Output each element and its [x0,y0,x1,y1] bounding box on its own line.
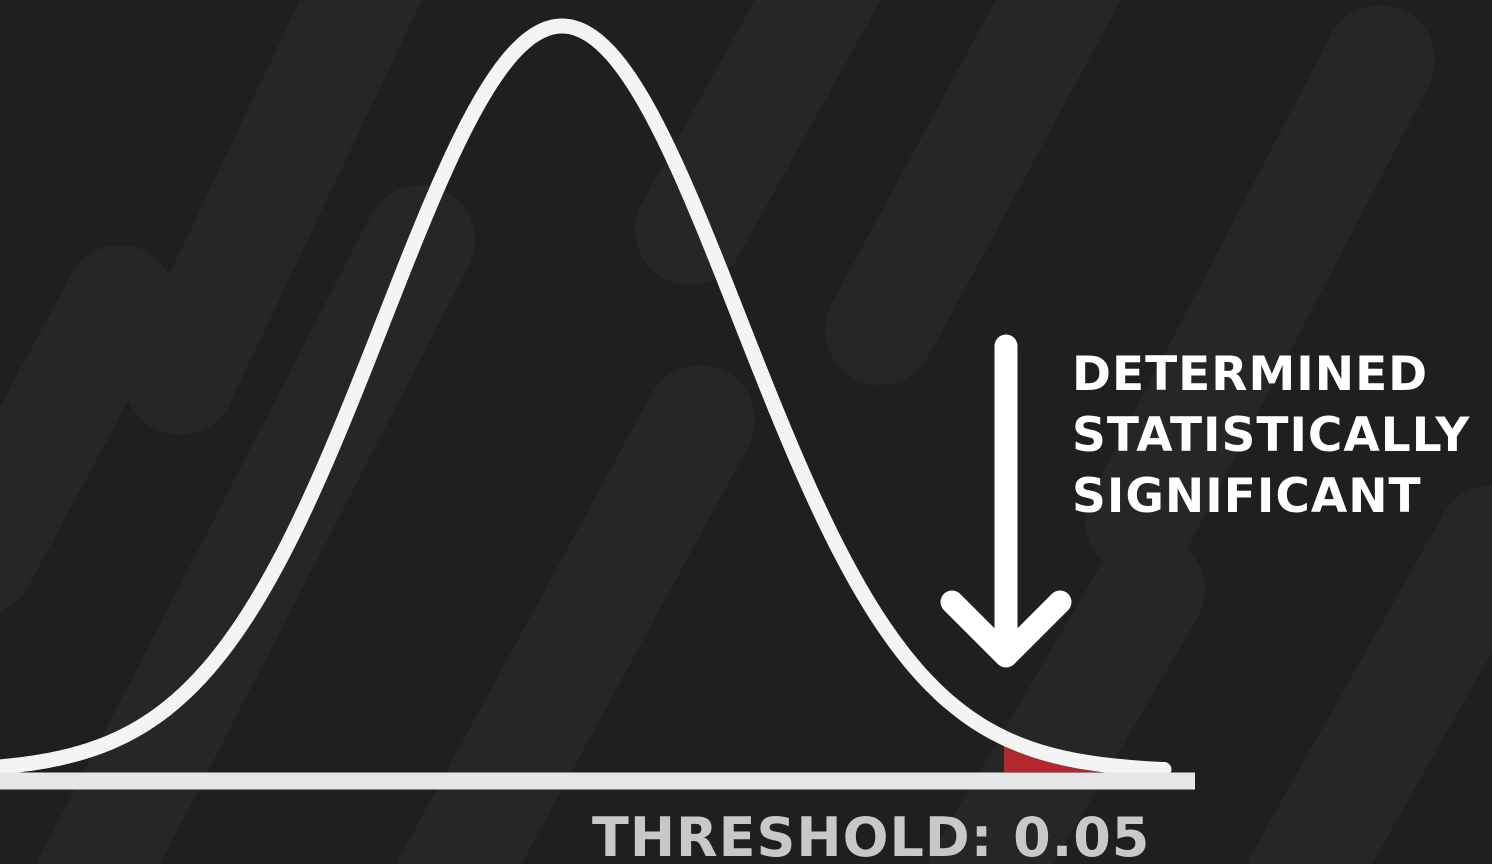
annotation-line: DETERMINED [1072,347,1429,402]
threshold-label: THRESHOLD: 0.05 [592,806,1151,864]
bell-curve [0,18,1172,778]
annotation-line: SIGNIFICANT [1072,469,1422,524]
down-arrow-icon [940,334,1072,668]
annotation-line: STATISTICALLY [1072,408,1471,463]
significance-annotation: DETERMINED STATISTICALLY SIGNIFICANT [1072,344,1470,527]
rejection-region [1004,737,1165,772]
